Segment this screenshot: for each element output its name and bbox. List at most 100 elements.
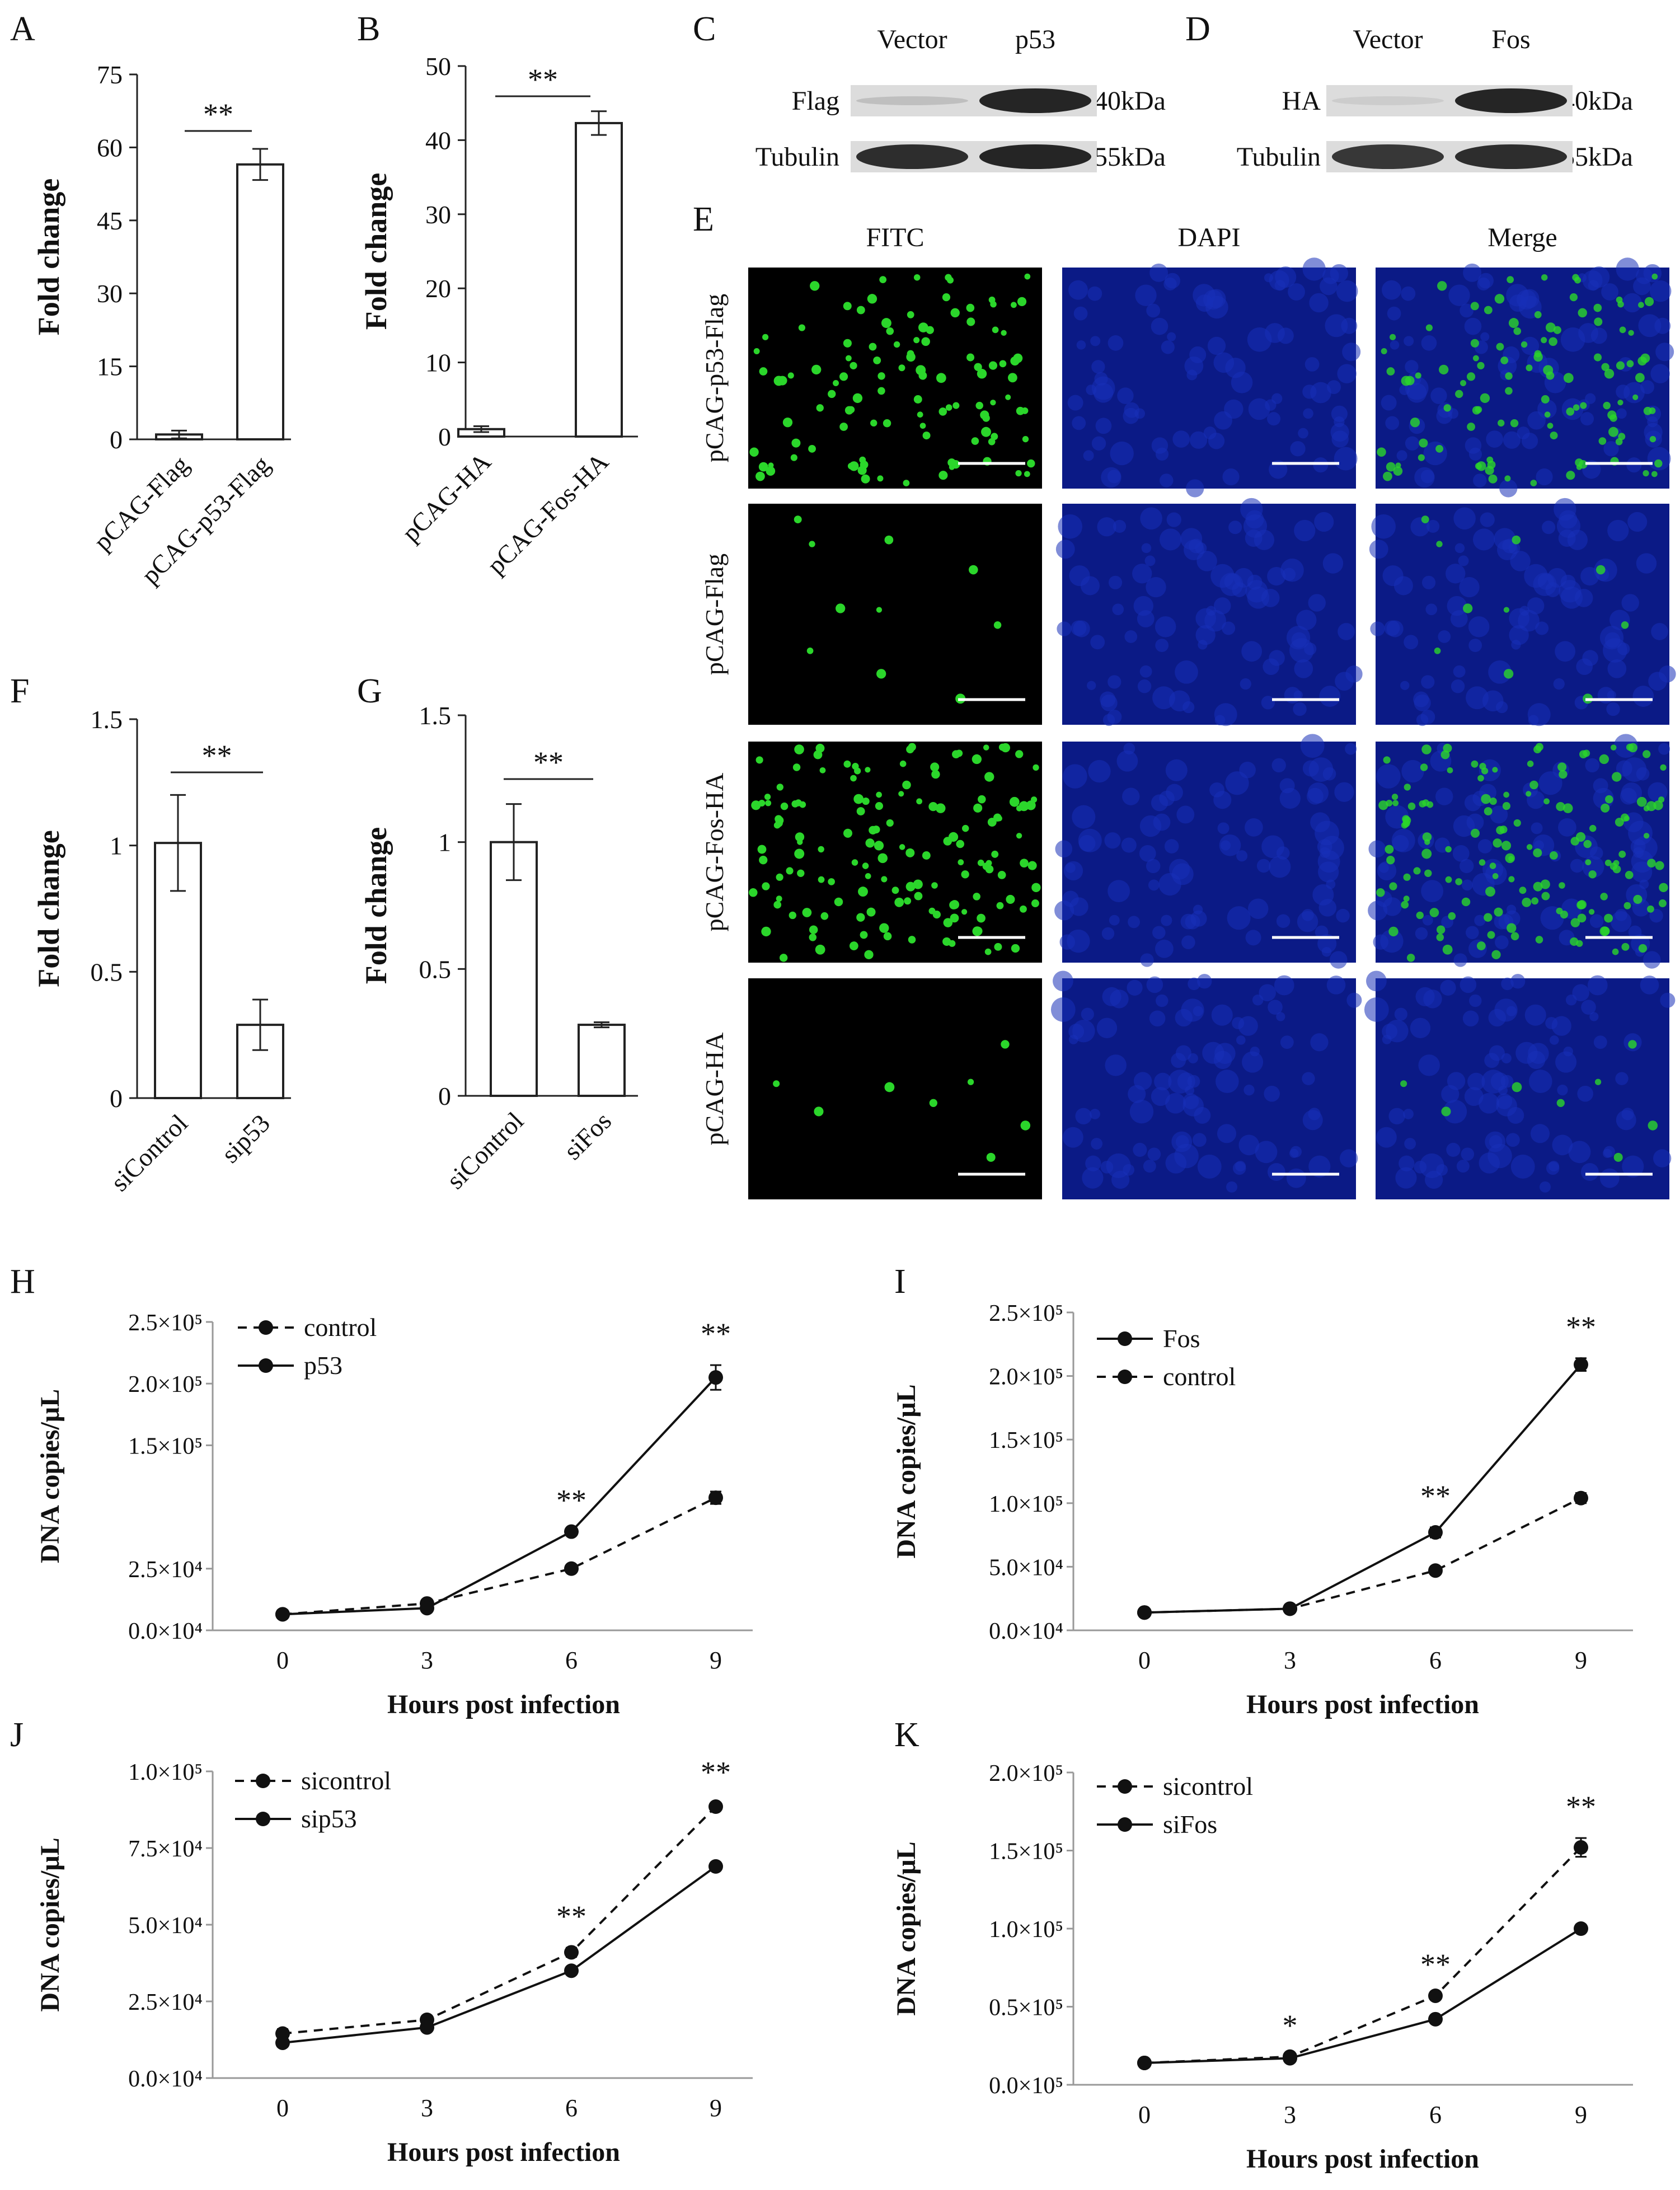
fitc-cell (1628, 330, 1634, 336)
fitc-cell (942, 937, 951, 946)
protein-band (1455, 144, 1567, 169)
nucleus (1318, 899, 1337, 917)
fitc-cell (1588, 909, 1595, 915)
nucleus (1290, 441, 1306, 457)
row-label: pCAG-HA (700, 1033, 729, 1146)
nucleus (1168, 1070, 1193, 1094)
x-tick-label: 6 (565, 1647, 578, 1674)
western-blot: Vector p53 Flag 40kDa Tubulin 55kDa (755, 25, 1166, 172)
fitc-cell (759, 856, 768, 865)
fitc-cell (1024, 273, 1031, 280)
nucleus (1484, 1053, 1500, 1068)
fitc-cell (815, 944, 825, 955)
fitc-cell (987, 818, 997, 827)
nucleus (1101, 927, 1115, 940)
nucleus (1456, 1160, 1470, 1173)
nucleus (1486, 430, 1504, 448)
significance-label: ** (533, 745, 564, 779)
fitc-cell (1386, 367, 1395, 376)
fitc-cell (1493, 838, 1502, 848)
fitc-cell (787, 372, 794, 379)
fitc-cell (809, 934, 817, 941)
fitc-cell (833, 379, 839, 386)
nucleus (1371, 514, 1396, 539)
nucleus (1128, 1085, 1146, 1103)
nucleus (1643, 951, 1661, 969)
nucleus (1302, 760, 1319, 777)
nucleus (1189, 431, 1208, 449)
fitc-cell (1421, 515, 1429, 524)
fitc-cell (1434, 647, 1441, 654)
nucleus (1196, 551, 1217, 571)
fitc-cell (1401, 901, 1409, 909)
fitc-cell (1440, 750, 1450, 759)
fitc-cell (883, 419, 891, 428)
fitc-cell (1477, 775, 1484, 782)
fitc-cell (1621, 621, 1629, 629)
nucleus (1552, 1134, 1573, 1156)
fitc-cell (865, 767, 871, 773)
fitc-cell (978, 795, 986, 804)
fitc-cell (1413, 867, 1421, 875)
fitc-cell (1541, 892, 1550, 901)
nucleus (1096, 1017, 1118, 1039)
fitc-cell (1660, 764, 1667, 771)
fitc-cell (881, 318, 891, 329)
nucleus (1585, 393, 1596, 404)
panel-letter-E: E (693, 200, 714, 238)
nucleus (1214, 597, 1231, 615)
nucleus (1110, 990, 1129, 1009)
data-point (708, 1490, 723, 1506)
nucleus (1391, 828, 1415, 852)
fitc-cell (1653, 800, 1663, 810)
nucleus (1366, 970, 1387, 992)
nucleus (1527, 411, 1546, 430)
nucleus (1288, 283, 1305, 301)
fitc-cell (1489, 797, 1497, 805)
legend-marker (1118, 1779, 1132, 1794)
fitc-cell (786, 867, 794, 875)
fitc-cell (850, 775, 857, 782)
nucleus (1247, 574, 1263, 590)
fitc-cell (1589, 824, 1597, 832)
fitc-cell (1648, 1120, 1658, 1131)
nucleus (1269, 856, 1291, 878)
x-tick-label: 0 (1138, 1647, 1151, 1674)
nucleus (1464, 794, 1482, 812)
nucleus (1108, 675, 1121, 689)
fitc-cell (1436, 934, 1444, 941)
data-point (1428, 1525, 1443, 1540)
nucleus (1425, 603, 1438, 616)
nucleus (1555, 1051, 1577, 1073)
fitc-cell (1388, 926, 1399, 937)
fitc-cell (992, 326, 999, 334)
fitc-cell (1540, 879, 1550, 889)
nucleus (1243, 1084, 1255, 1096)
nucleus (1235, 1161, 1246, 1172)
data-point (1137, 2055, 1152, 2070)
fitc-cell (1659, 883, 1668, 893)
fitc-cell (1599, 926, 1609, 936)
series-line (282, 1376, 717, 1616)
nucleus (1460, 303, 1474, 318)
nucleus (1108, 335, 1124, 351)
nucleus (1053, 970, 1073, 992)
lane-label: Fos (1491, 25, 1530, 54)
y-tick-label: 0 (110, 1084, 123, 1113)
fitc-cell (1595, 565, 1606, 575)
fitc-cell (902, 780, 911, 790)
x-tick-label: 3 (421, 1647, 433, 1674)
nucleus (1224, 573, 1241, 590)
fitc-cell (899, 844, 905, 850)
nucleus (1100, 691, 1116, 707)
nucleus (1510, 974, 1526, 989)
y-tick-label: 1.5 (419, 701, 452, 730)
fitc-cell (991, 433, 998, 440)
fitc-cell (977, 859, 984, 866)
y-tick-label: 1.0×10⁵ (989, 1492, 1063, 1517)
nucleus (1527, 597, 1545, 615)
fitc-cell (814, 1106, 824, 1117)
panel-letter-H: H (10, 1263, 35, 1301)
fitc-cell (1416, 911, 1424, 920)
nucleus (1308, 1155, 1331, 1178)
